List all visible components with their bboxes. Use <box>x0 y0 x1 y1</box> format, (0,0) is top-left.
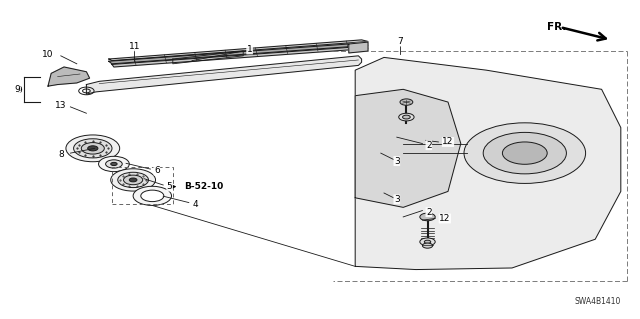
Circle shape <box>111 162 117 166</box>
Text: SWA4B1410: SWA4B1410 <box>575 297 621 306</box>
Text: 3: 3 <box>394 195 399 204</box>
Text: 9: 9 <box>15 85 20 94</box>
Text: 5: 5 <box>167 182 172 191</box>
Circle shape <box>106 160 122 168</box>
Polygon shape <box>355 89 461 207</box>
Polygon shape <box>112 46 368 67</box>
Circle shape <box>403 115 410 119</box>
Circle shape <box>88 146 98 151</box>
Text: 2: 2 <box>426 208 431 217</box>
Circle shape <box>81 143 104 154</box>
Text: FR.: FR. <box>547 22 566 32</box>
Circle shape <box>141 190 164 202</box>
Circle shape <box>420 238 435 246</box>
Text: 8: 8 <box>58 150 63 159</box>
Text: 3: 3 <box>394 157 399 166</box>
Text: 13: 13 <box>55 101 67 110</box>
Text: 2: 2 <box>426 141 431 150</box>
Text: 12: 12 <box>439 214 451 223</box>
Circle shape <box>420 213 435 221</box>
Circle shape <box>483 132 566 174</box>
Text: 7: 7 <box>397 37 403 46</box>
Text: B-52-10: B-52-10 <box>184 182 223 191</box>
Text: 11: 11 <box>129 42 140 51</box>
Polygon shape <box>109 40 368 61</box>
Circle shape <box>399 113 414 121</box>
Circle shape <box>111 169 156 191</box>
Polygon shape <box>86 56 362 94</box>
Circle shape <box>464 123 586 183</box>
Circle shape <box>422 243 433 248</box>
Circle shape <box>99 156 129 172</box>
Text: 6: 6 <box>154 166 159 175</box>
Text: 4: 4 <box>193 200 198 209</box>
Circle shape <box>129 178 137 182</box>
Text: 9: 9 <box>17 86 22 95</box>
Polygon shape <box>349 42 368 53</box>
Bar <box>112 167 173 204</box>
Polygon shape <box>48 67 90 86</box>
Polygon shape <box>355 57 621 270</box>
Circle shape <box>74 139 112 158</box>
Text: 10: 10 <box>42 50 54 59</box>
Text: 1: 1 <box>247 45 252 54</box>
Circle shape <box>400 99 413 105</box>
Circle shape <box>424 240 431 243</box>
Polygon shape <box>109 43 368 64</box>
Circle shape <box>502 142 547 164</box>
Text: 12: 12 <box>442 137 454 146</box>
Circle shape <box>118 172 148 188</box>
Circle shape <box>124 175 143 185</box>
Circle shape <box>66 135 120 162</box>
Circle shape <box>133 186 172 205</box>
